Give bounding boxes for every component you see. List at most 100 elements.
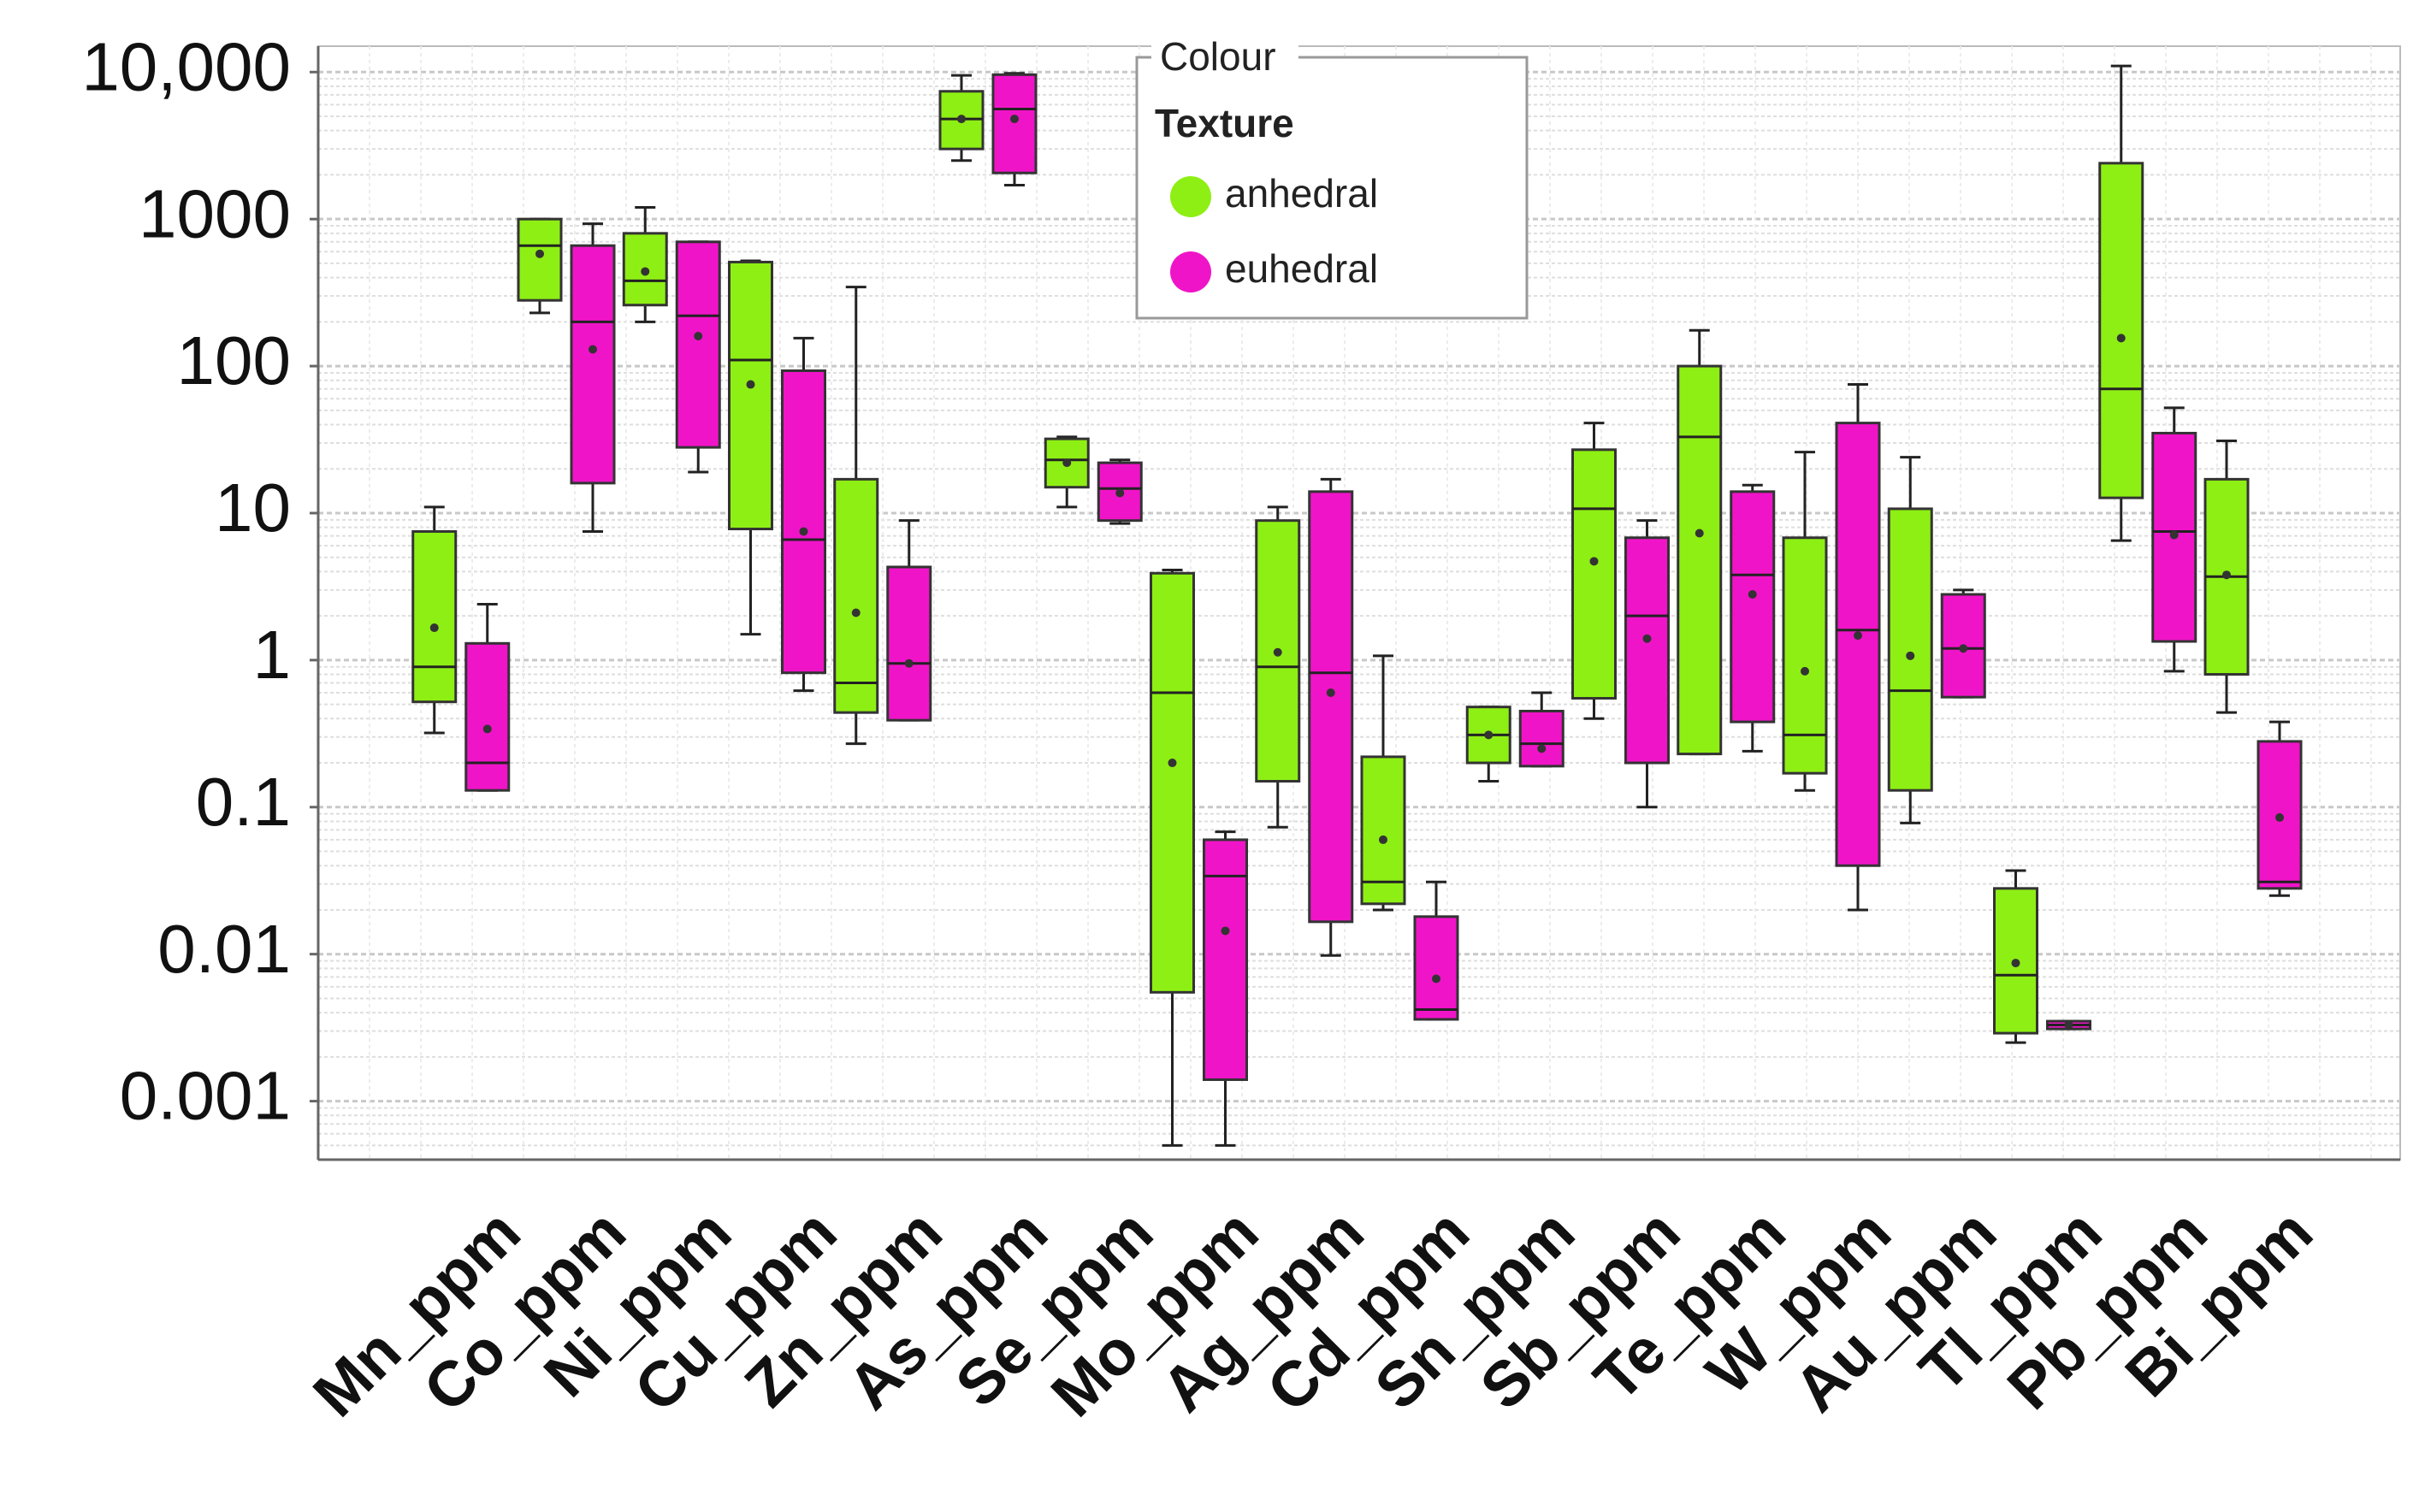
box-group (1730, 483, 1776, 753)
mean (2064, 1020, 2073, 1030)
legend-label: euhedral (1225, 246, 1378, 291)
box (1413, 915, 1459, 1021)
mean (1906, 651, 1915, 660)
box-group (1940, 588, 1986, 699)
box (1518, 709, 1564, 768)
mean (904, 659, 914, 668)
box (1150, 571, 1195, 994)
legend-title: Colour (1160, 34, 1276, 79)
box (675, 240, 721, 449)
box-group (1887, 456, 1933, 824)
box (517, 217, 563, 302)
legend-title-bg (1151, 41, 1298, 75)
mean (1010, 115, 1019, 124)
mean (535, 249, 544, 258)
box-group (886, 519, 932, 722)
box (2098, 162, 2144, 499)
mean (694, 331, 703, 340)
boxes (411, 64, 2303, 1147)
box (1571, 448, 1617, 700)
box-group (1413, 880, 1459, 1021)
mean (1589, 557, 1599, 566)
mean (799, 527, 808, 536)
box-group (1044, 435, 1090, 509)
legend-label: anhedral (1225, 171, 1378, 216)
box (1624, 536, 1670, 765)
box-group (1677, 328, 1723, 756)
box-group (1624, 519, 1670, 809)
mean (1168, 759, 1177, 768)
box (728, 260, 773, 531)
mean (2011, 959, 2020, 968)
box (1044, 437, 1090, 489)
mean (2222, 570, 2231, 580)
mean (2275, 812, 2284, 822)
legend-swatch (1170, 251, 1211, 292)
box-group (675, 240, 721, 474)
box-group (2098, 64, 2144, 542)
box (1730, 490, 1776, 724)
box-group (1203, 830, 1248, 1147)
box-group (2046, 1019, 2091, 1031)
mean (2169, 530, 2179, 540)
mean (1484, 730, 1493, 740)
mean (2116, 334, 2126, 343)
box-group (2151, 406, 2197, 673)
box (1782, 536, 1828, 775)
mean (957, 115, 966, 124)
box-group (1308, 477, 1354, 957)
box (1835, 422, 1881, 867)
mean (589, 345, 597, 354)
box (833, 477, 879, 714)
y-tick-label: 100 (177, 322, 291, 399)
box-group (1571, 422, 1617, 720)
box-group (833, 286, 879, 746)
y-tick-label: 1 (253, 617, 292, 693)
mean (1537, 744, 1547, 753)
box-group (2257, 720, 2303, 897)
box (1360, 755, 1406, 906)
box-group (1255, 505, 1301, 829)
box (781, 369, 826, 675)
box-group (570, 222, 616, 533)
box-group (411, 505, 458, 735)
box (886, 565, 932, 722)
mean (851, 608, 861, 617)
y-tick-label: 1000 (139, 175, 291, 251)
mean (1801, 666, 1809, 676)
mean (1326, 688, 1335, 698)
mean (641, 267, 650, 276)
box-group (1835, 383, 1881, 912)
box-group (2203, 440, 2250, 714)
box (570, 244, 616, 485)
box-group (517, 217, 563, 315)
box-group (1097, 458, 1143, 525)
x-labels: Mn_ppmCo_ppmNi_ppmCu_ppmZn_ppmAs_ppmSe_p… (299, 1196, 2326, 1430)
box (411, 529, 458, 704)
legend-heading: Texture (1155, 101, 1294, 145)
mean (1221, 926, 1230, 936)
box (1203, 838, 1248, 1081)
legend: Colour Texture anhedral euhedral (1135, 34, 1529, 320)
box-group (781, 336, 826, 693)
legend-swatch (1170, 176, 1211, 217)
mean (746, 380, 755, 389)
box (1887, 507, 1933, 792)
mean (1379, 835, 1387, 844)
box-group (1993, 869, 2038, 1044)
mean (482, 724, 492, 734)
box (991, 73, 1038, 174)
box-group (1782, 451, 1828, 792)
box (464, 641, 511, 792)
y-tick-label: 10,000 (81, 28, 291, 104)
mean (1273, 647, 1282, 657)
mean (1695, 529, 1704, 538)
y-tick-label: 0.01 (157, 911, 291, 987)
box-group (728, 259, 773, 636)
mean (1642, 634, 1652, 643)
mean (1432, 974, 1440, 983)
box-group (1465, 706, 1511, 783)
mean (1854, 631, 1862, 641)
mean (1115, 488, 1125, 498)
